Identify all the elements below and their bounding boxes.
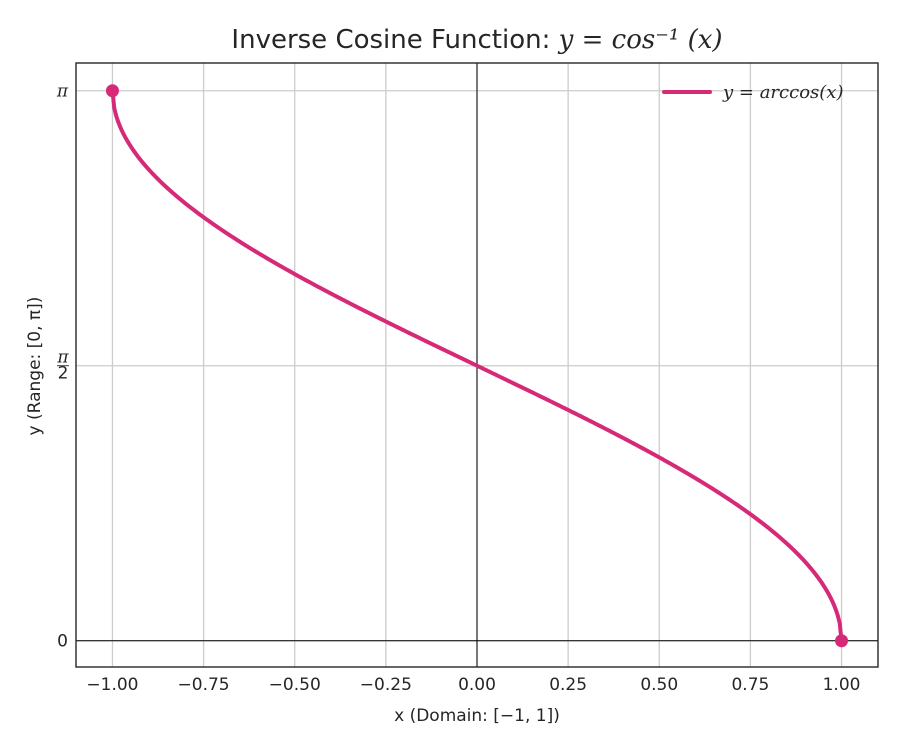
x-tick-label: −0.25 [360,675,412,695]
chart-title-prefix: Inverse Cosine Function: [231,25,558,55]
legend-label: y = arccos(x) [722,82,843,103]
series-line-arccos [110,88,844,643]
x-tick-label: 0.00 [458,675,496,695]
x-tick-label: −0.75 [178,675,230,695]
chart-title: Inverse Cosine Function: y = cos⁻¹ (x) [231,25,722,55]
y-tick-label: π2 [56,348,69,384]
x-tick-label: −0.50 [269,675,321,695]
y-tick-denominator: 2 [58,364,69,384]
y-tick-numerator: π [56,348,69,368]
x-tick-label: 0.25 [549,675,587,695]
x-tick-label: 0.75 [731,675,769,695]
x-axis-label: x (Domain: [−1, 1]) [394,706,560,726]
y-axis-label: y (Range: [0, π]) [25,297,45,436]
plot-frame [75,62,879,668]
x-tick-labels: −1.00 −0.75 −0.50 −0.25 0.00 0.25 0.50 0.75 1.00 [86,675,860,695]
y-tick-label: π [56,82,69,102]
endpoint-marker [105,84,119,98]
endpoint-marker [835,634,849,648]
x-tick-label: −1.00 [86,675,138,695]
x-tick-label: 0.50 [640,675,678,695]
x-tick-label: 1.00 [823,675,861,695]
chart-title-math: y = cos⁻¹ (x) [558,25,723,55]
legend: y = arccos(x) [662,82,843,103]
y-tick-label: 0 [57,632,68,652]
series-layer [105,84,849,648]
